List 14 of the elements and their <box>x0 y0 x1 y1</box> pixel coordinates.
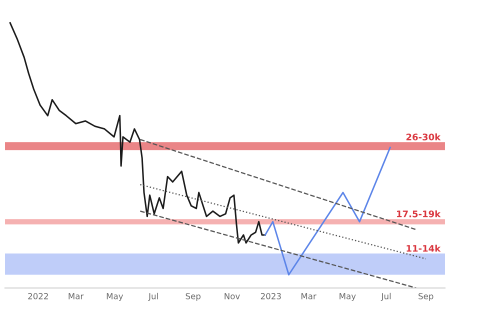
x-tick-label: Mar <box>301 293 316 300</box>
x-tick-label: Sep <box>418 293 434 301</box>
x-tick-label: May <box>340 293 356 301</box>
x-tick-label: Jul <box>380 292 391 301</box>
band-label: 11-14k <box>406 244 441 252</box>
x-tick-label: Sep <box>186 293 201 301</box>
x-tick-label: Mar <box>68 293 84 300</box>
x-tick-label: 2022 <box>28 293 48 300</box>
x-tick-label: Jul <box>148 292 158 301</box>
x-tick-label: May <box>106 293 124 301</box>
x-tick-label: 2023 <box>260 293 281 300</box>
x-tick-label: Nov <box>224 293 240 300</box>
band-label: 26-30k <box>406 133 441 140</box>
band-label: 17.5-19k <box>397 210 441 218</box>
